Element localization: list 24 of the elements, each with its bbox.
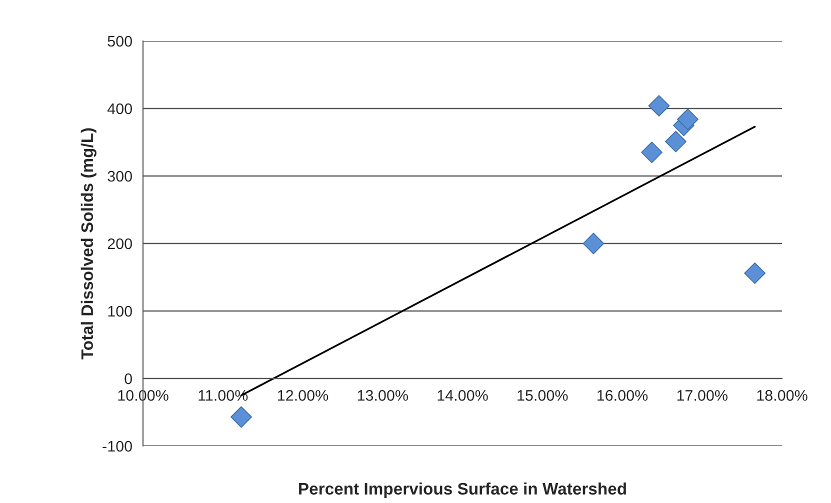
y-tick-label: 200: [108, 238, 132, 250]
x-axis-title: Percent Impervious Surface in Watershed: [299, 482, 626, 498]
y-tick-label: 100: [108, 306, 132, 317]
point: [677, 108, 698, 130]
y-tick-label: 0: [124, 373, 132, 384]
y-tick-label: 500: [108, 36, 132, 47]
point: [665, 130, 686, 152]
y-tick-label: 400: [107, 103, 132, 114]
x-tick-label: 16.00%: [598, 390, 648, 401]
x-tick-label: 15.00%: [518, 390, 568, 401]
point: [230, 406, 252, 428]
point: [648, 95, 670, 117]
point: [744, 262, 766, 284]
point: [641, 142, 663, 164]
y-axis-title: Total Dissolved Solids (mg/L): [80, 128, 96, 360]
x-tick-label: 14.00%: [438, 390, 488, 401]
y-tick-label: -100: [102, 440, 132, 452]
point: [582, 232, 604, 254]
x-tick-label: 11.00%: [198, 390, 248, 401]
x-tick-label: 18.00%: [757, 390, 808, 401]
x-tick-label: 12.00%: [278, 390, 328, 401]
x-tick-label: 17.00%: [677, 390, 728, 401]
x-tick-label: 13.00%: [358, 390, 408, 401]
y-tick-label: 300: [108, 170, 132, 182]
